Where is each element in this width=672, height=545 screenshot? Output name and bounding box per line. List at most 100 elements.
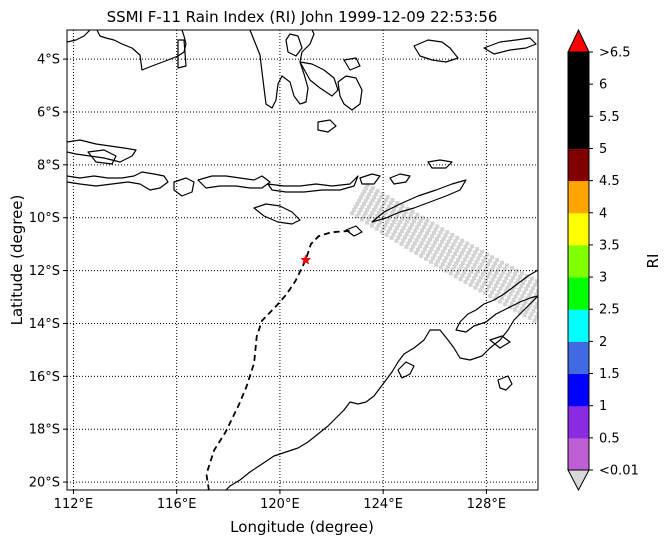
swath-pixel [490, 255, 495, 260]
swath-pixel [378, 195, 383, 200]
swath-pixel [531, 286, 536, 291]
swath-pixel [398, 232, 403, 237]
swath-pixel [444, 242, 449, 247]
colorbar-segment [568, 277, 589, 310]
swath-pixel [468, 247, 473, 252]
swath-pixel [449, 245, 454, 250]
swath-pixel [394, 226, 399, 231]
swath-pixel [499, 296, 504, 301]
swath-pixel [420, 250, 425, 255]
swath-pixel [546, 294, 550, 298]
swath-pixel [475, 247, 480, 252]
swath-pixel [507, 282, 512, 287]
swath-pixel [478, 275, 483, 280]
colorbar-tick-label: 1.5 [599, 367, 620, 382]
coastline-kimberley [397, 361, 415, 379]
swath-pixel [496, 267, 501, 272]
swath-pixel [522, 313, 527, 318]
swath-pixel [529, 289, 534, 294]
swath-pixel [408, 213, 413, 218]
swath-pixel [486, 284, 491, 289]
y-tick-label: 18°S [29, 423, 60, 438]
swath-pixel [459, 251, 464, 256]
colorbar-title: RI [644, 254, 662, 269]
swath-pixel [454, 261, 459, 266]
swath-pixel [486, 262, 491, 267]
swath-pixel [425, 218, 430, 223]
swath-pixel [420, 215, 425, 220]
swath-pixel [394, 238, 399, 243]
colorbar: <0.01 0.5 1 1.5 2 2.5 3 3.5 4 4.5 5 5.5 6 >6.5 [567, 28, 639, 492]
swath-pixel [390, 198, 395, 203]
swath-pixel [550, 287, 554, 291]
swath-pixel [511, 298, 516, 303]
swath-pixel [395, 201, 400, 206]
swath-pixel [472, 276, 477, 281]
swath-pixel [493, 261, 498, 266]
swath-pixel [451, 242, 456, 247]
swath-pixel [462, 257, 467, 262]
swath-pixel [541, 292, 545, 296]
swath-pixel [455, 235, 460, 240]
swath-pixel [456, 245, 461, 250]
colorbar-segment [568, 84, 589, 117]
coastline-java [67, 139, 137, 163]
swath-pixel [365, 207, 370, 212]
swath-pixel [467, 273, 472, 278]
colorbar-over-arrow [567, 28, 590, 53]
swath-pixel [406, 241, 411, 246]
colorbar-tick-label: <0.01 [599, 464, 639, 479]
swath-pixel [406, 228, 411, 233]
swath-pixel [480, 285, 485, 290]
y-tick-label: 20°S [29, 476, 60, 491]
swath-pixel [506, 295, 511, 300]
swath-pixel [509, 266, 514, 271]
swath-pixel [432, 253, 437, 258]
swath-pixel [474, 259, 479, 264]
x-tick-label: 120°E [260, 497, 300, 512]
swath-pixel [452, 251, 457, 256]
colorbar-segment [568, 180, 589, 214]
swath-pixel [398, 219, 403, 224]
swath-pixel [485, 252, 490, 257]
coastline-sulawesi-southeast [299, 61, 339, 97]
swath-pixel [513, 272, 518, 277]
swath-pixel [467, 260, 472, 265]
swath-pixel [388, 201, 393, 206]
swath-pixel [396, 222, 401, 227]
swath-pixel [386, 229, 391, 234]
swath-pixel [512, 285, 517, 290]
swath-pixel [513, 294, 518, 299]
swath-pixel [519, 271, 524, 276]
swath-pixel [516, 278, 521, 283]
swath-pixel [449, 258, 454, 263]
swath-pixel [492, 274, 497, 279]
swath-pixel [428, 224, 433, 229]
swath-pixel [412, 241, 417, 246]
swath-pixel [544, 298, 548, 302]
swath-pixel [488, 258, 493, 263]
swath-pixel [500, 283, 505, 288]
swath-pixel [485, 287, 490, 292]
colorbar-tick-label: 5.5 [599, 110, 620, 125]
swath-pixel [442, 259, 447, 264]
swath-pixel [405, 219, 410, 224]
colorbar-segment [568, 212, 589, 246]
swath-pixel [416, 234, 421, 239]
swath-pixel [524, 287, 529, 292]
swath-pixel [365, 195, 370, 200]
swath-pixel [368, 201, 373, 206]
swath-pixel [439, 240, 444, 245]
swath-pixel [379, 229, 384, 234]
swath-pixel [521, 280, 526, 285]
swath-pixel [389, 223, 394, 228]
swath-pixel [527, 280, 532, 285]
swath-pixel [396, 235, 401, 240]
swath-pixel [441, 249, 446, 254]
swath-pixel [411, 244, 416, 249]
swath-pixel [498, 286, 503, 291]
swath-pixel [527, 315, 532, 320]
swath-pixel [461, 260, 466, 265]
swath-pixel [429, 234, 434, 239]
swath-pixel [377, 198, 382, 203]
